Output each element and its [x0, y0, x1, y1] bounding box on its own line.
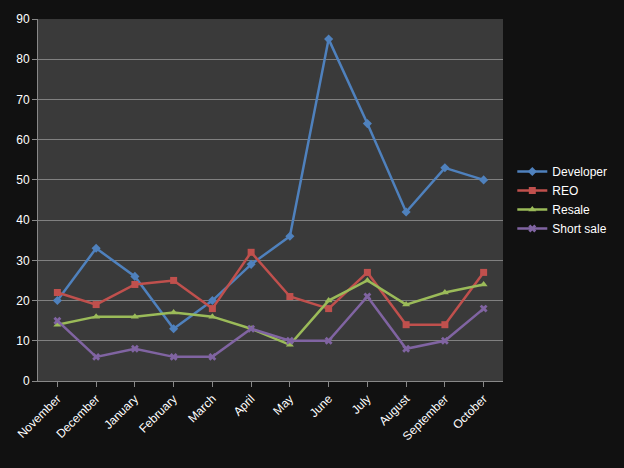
svg-text:20: 20 — [16, 294, 30, 308]
svg-text:50: 50 — [16, 173, 30, 187]
svg-text:October: October — [450, 392, 490, 432]
svg-text:Developer: Developer — [552, 165, 607, 179]
svg-text:90: 90 — [16, 12, 30, 26]
svg-text:July: July — [349, 392, 374, 417]
svg-text:Short sale: Short sale — [552, 222, 606, 236]
svg-text:June: June — [307, 392, 336, 421]
svg-text:May: May — [270, 392, 296, 418]
svg-text:Resale: Resale — [552, 203, 590, 217]
svg-text:January: January — [101, 392, 141, 432]
svg-text:40: 40 — [16, 213, 30, 227]
svg-text:REO: REO — [552, 184, 578, 198]
svg-text:30: 30 — [16, 254, 30, 268]
svg-text:10: 10 — [16, 334, 30, 348]
svg-text:April: April — [231, 392, 258, 419]
svg-text:80: 80 — [16, 52, 30, 66]
svg-text:February: February — [136, 392, 180, 436]
svg-text:0: 0 — [23, 374, 30, 388]
svg-text:70: 70 — [16, 93, 30, 107]
svg-text:August: August — [376, 391, 413, 428]
svg-text:December: December — [53, 392, 102, 441]
svg-text:September: September — [400, 392, 451, 443]
svg-text:March: March — [185, 392, 218, 425]
svg-text:60: 60 — [16, 133, 30, 147]
svg-text:November: November — [15, 392, 64, 441]
